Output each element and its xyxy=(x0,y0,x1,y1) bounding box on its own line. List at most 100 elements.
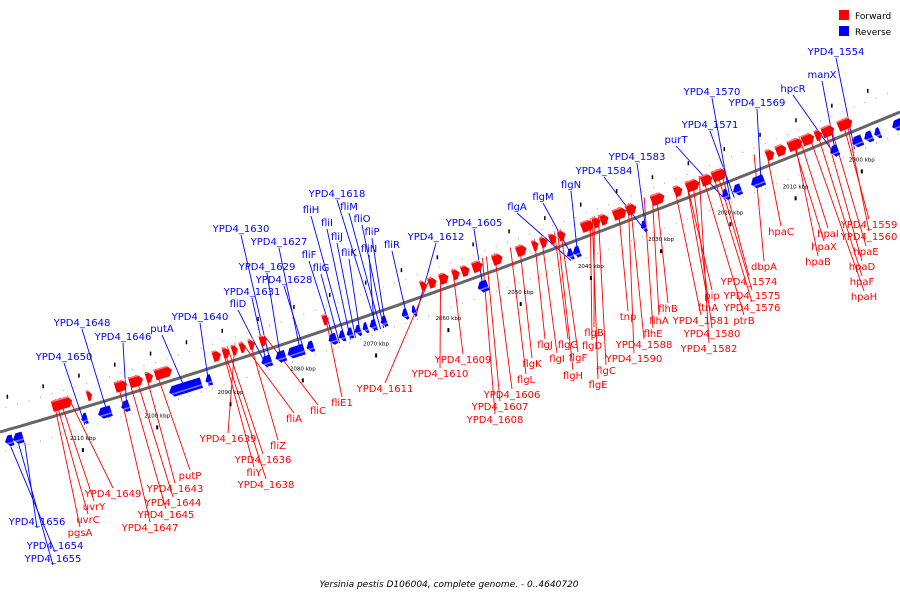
reverse-gene-label: YPD4_1630 xyxy=(212,224,270,235)
forward-gene-arrow xyxy=(800,131,816,146)
forward-gene-label: uvrY xyxy=(83,502,106,513)
forward-gene-arrow xyxy=(427,276,439,289)
kbp-tick-mark xyxy=(660,249,662,253)
gene-arrow-body xyxy=(120,400,131,413)
forward-gene-label: YPD4_1611 xyxy=(356,384,414,395)
forward-gene-arrow xyxy=(460,264,472,277)
forward-gene-arrow xyxy=(548,232,559,245)
reverse-gene-label: YPD4_1569 xyxy=(728,98,786,109)
forward-gene-label: flgD xyxy=(582,341,603,352)
kbp-tick-mark xyxy=(375,354,377,358)
forward-gene-label: YPD4_1607 xyxy=(471,402,529,413)
reverse-gene-label: flgM xyxy=(532,192,553,203)
gene-arrow-body xyxy=(368,319,378,331)
kbp-tick-mark xyxy=(795,196,797,200)
forward-gene-label: YPD4_1588 xyxy=(615,340,673,351)
forward-gene-label: flgB xyxy=(584,328,604,339)
reverse-gene-label: YPD4_1646 xyxy=(94,332,152,343)
reverse-gene-label: fliR xyxy=(384,240,400,251)
reverse-gene-label: fliH xyxy=(303,205,320,216)
forward-gene-label: YPD4_1647 xyxy=(121,523,179,534)
label-leader-line xyxy=(64,363,85,425)
forward-gene-label: fliA xyxy=(286,414,302,425)
kbp-tick-mark xyxy=(447,328,449,332)
gene-arrow-body xyxy=(51,395,74,411)
forward-gene-label: hpaC xyxy=(768,227,794,238)
kbp-tick-label: 2070 kbp xyxy=(363,342,389,348)
reverse-gene-label: fliM xyxy=(340,202,358,213)
forward-gene-label: hpaD xyxy=(849,262,876,273)
reverse-gene-label: manX xyxy=(807,70,836,81)
minor-tick xyxy=(580,203,582,207)
label-leader-line xyxy=(327,229,351,340)
reverse-gene-label: fliD xyxy=(230,299,247,310)
reverse-gene-label: YPD4_1571 xyxy=(681,120,739,131)
forward-gene-label: YPD4_1559 xyxy=(840,220,898,231)
kbp-tick-label: 2010 kbp xyxy=(783,184,809,190)
forward-gene-label: flgL xyxy=(517,375,536,386)
forward-gene-label: YPD4_1609 xyxy=(434,355,492,366)
forward-gene-label: YPD4_1606 xyxy=(483,390,541,401)
gene-arrow-body xyxy=(305,341,316,354)
label-leader-line xyxy=(135,375,173,497)
kbp-tick-label: 2050 kbp xyxy=(508,290,534,296)
minor-tick xyxy=(257,317,259,321)
forward-gene-label: YPD4_1639 xyxy=(199,434,257,445)
forward-gene-label: YPD4_1645 xyxy=(137,510,195,521)
label-leader-line xyxy=(794,138,818,256)
kbp-tick-mark xyxy=(230,402,232,406)
reverse-gene-label: YPD4_1554 xyxy=(807,47,865,58)
forward-gene-label: YPD4_1636 xyxy=(234,455,292,466)
reverse-gene-label: YPD4_1627 xyxy=(250,237,308,248)
reverse-gene-label: YPD4_1654 xyxy=(26,541,84,552)
forward-gene-label: YPD4_1610 xyxy=(411,369,469,380)
forward-gene-label: YPD4_1649 xyxy=(84,489,142,500)
forward-gene-arrow xyxy=(539,235,550,248)
forward-gene-label: YPD4_1560 xyxy=(840,232,898,243)
kbp-tick-label: 2100 kbp xyxy=(144,413,170,419)
forward-gene-arrow xyxy=(144,371,154,384)
forward-gene-label: YPD4_1581 xyxy=(672,316,730,327)
kbp-tick-label: 2040 kbp xyxy=(578,264,604,270)
reverse-gene-label: YPD4_1628 xyxy=(255,275,313,286)
minor-tick xyxy=(222,329,224,333)
kbp-tick-label: 2000 kbp xyxy=(849,157,875,163)
gene-arrow-body xyxy=(890,117,900,132)
reverse-gene-label: YPD4_1584 xyxy=(575,166,633,177)
forward-gene-label: YPD4_1580 xyxy=(683,329,741,340)
forward-gene-arrow xyxy=(774,143,788,157)
forward-gene-label: uvrC xyxy=(76,515,99,526)
forward-gene-label: flgK xyxy=(522,359,542,370)
gene-arrow-body xyxy=(274,350,287,364)
reverse-gene-arrow xyxy=(337,330,347,342)
forward-gene-arrow xyxy=(836,116,854,132)
forward-gene-label: flhB xyxy=(658,304,678,315)
reverse-gene-arrow xyxy=(361,322,370,334)
kbp-tick-mark xyxy=(156,425,158,429)
forward-gene-label: YPD4_1644 xyxy=(144,498,202,509)
forward-gene-label: flgG xyxy=(558,340,578,351)
label-leader-line xyxy=(554,232,568,340)
forward-gene-label: fliE1 xyxy=(331,398,353,409)
kbp-tick-mark xyxy=(590,276,592,280)
legend: Forward Reverse xyxy=(839,10,892,38)
forward-gene-label: YPD4_1582 xyxy=(680,344,738,355)
reverse-gene-label: purT xyxy=(665,135,689,146)
forward-gene-label: hpaI xyxy=(817,229,839,240)
minor-tick xyxy=(688,161,690,165)
map-caption: Yersinia pestis D106004, complete genome… xyxy=(319,580,578,590)
reverse-gene-label: YPD4_1605 xyxy=(445,218,503,229)
legend-reverse-label: Reverse xyxy=(855,28,892,38)
forward-gene-label: YPD4_1575 xyxy=(723,291,781,302)
kbp-tick-mark xyxy=(520,302,522,306)
kbp-tick-mark xyxy=(302,378,304,382)
minor-tick xyxy=(401,268,403,272)
label-leader-line xyxy=(674,186,701,315)
reverse-gene-label: YPD4_1612 xyxy=(407,232,465,243)
forward-gene-label: hpaX xyxy=(811,242,837,253)
kbp-tick-mark xyxy=(82,448,84,452)
forward-gene-label: pip xyxy=(704,291,719,302)
